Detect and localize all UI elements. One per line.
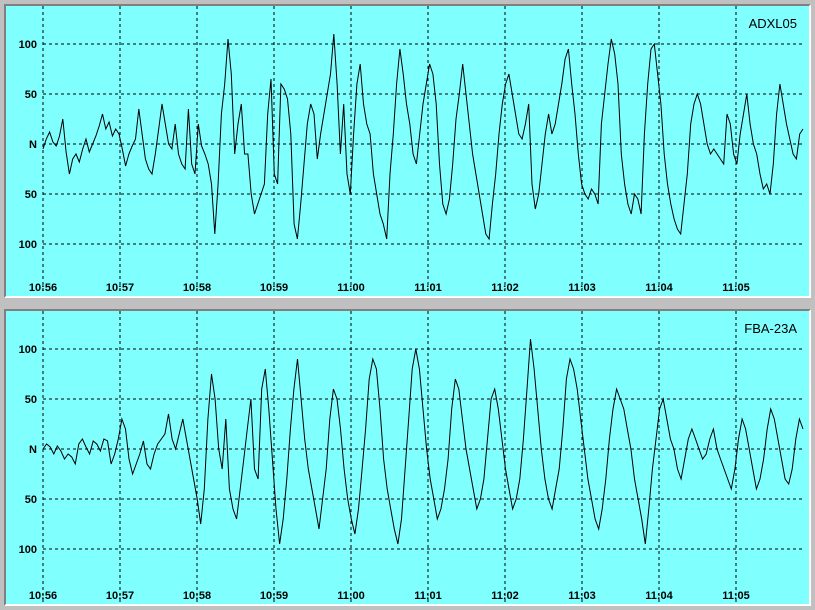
x-tick-label: 11:03 <box>568 590 596 602</box>
chart-label: ADXL05 <box>749 16 797 31</box>
x-tick-label: 10:57 <box>106 590 134 602</box>
chart-panel-adxl05: 100 50 N 50 100 10:56 10:57 10:58 10:59 11:00 11:0… <box>0 0 815 302</box>
x-tick-label: 10:56 <box>29 590 57 602</box>
x-tick-label: 11:00 <box>337 282 365 294</box>
y-tick-label: 100 <box>19 544 37 556</box>
plot-area-fba23a: 100 50 N 50 100 10:56 10:57 10:58 10:59 11:00 11:0… <box>4 309 811 606</box>
x-tick-label: 10:56 <box>29 282 57 294</box>
y-tick-label: 100 <box>19 344 37 356</box>
x-tick-label: 11:02 <box>491 282 519 294</box>
y-tick-label: 100 <box>19 239 37 251</box>
series-line <box>42 33 804 241</box>
x-tick-label: 11:01 <box>414 590 442 602</box>
x-tick-label: 11:00 <box>337 590 365 602</box>
chart-label: FBA-23A <box>744 321 797 336</box>
x-tick-label: 11:04 <box>645 282 673 294</box>
chart-panel-fba23a: 100 50 N 50 100 10:56 10:57 10:58 10:59 11:00 11:0… <box>0 305 815 610</box>
y-tick-label: 50 <box>25 89 37 101</box>
x-tick-label: 10:59 <box>260 590 288 602</box>
y-tick-label: N <box>29 139 37 151</box>
x-tick-label: 10:57 <box>106 282 134 294</box>
x-tick-label: 10:58 <box>183 590 211 602</box>
y-tick-label: N <box>29 444 37 456</box>
y-tick-label: 50 <box>25 394 37 406</box>
x-tick-label: 11:01 <box>414 282 442 294</box>
x-tick-label: 11:02 <box>491 590 519 602</box>
y-tick-label: 50 <box>25 189 37 201</box>
chart-fba23a: 100 50 N 50 100 10:56 10:57 10:58 10:59 11:00 11:0… <box>19 311 804 602</box>
y-tick-label: 50 <box>25 494 37 506</box>
chart-adxl05: 100 50 N 50 100 10:56 10:57 10:58 10:59 11:00 11:0… <box>19 6 804 294</box>
plot-area-adxl05: 100 50 N 50 100 10:56 10:57 10:58 10:59 11:00 11:0… <box>4 4 811 298</box>
x-tick-label: 11:03 <box>568 282 596 294</box>
series-line <box>42 338 804 545</box>
x-tick-label: 11:05 <box>722 282 750 294</box>
x-tick-label: 10:59 <box>260 282 288 294</box>
y-tick-label: 100 <box>19 39 37 51</box>
x-tick-label: 11:05 <box>722 590 750 602</box>
x-tick-label: 10:58 <box>183 282 211 294</box>
x-tick-label: 11:04 <box>645 590 673 602</box>
